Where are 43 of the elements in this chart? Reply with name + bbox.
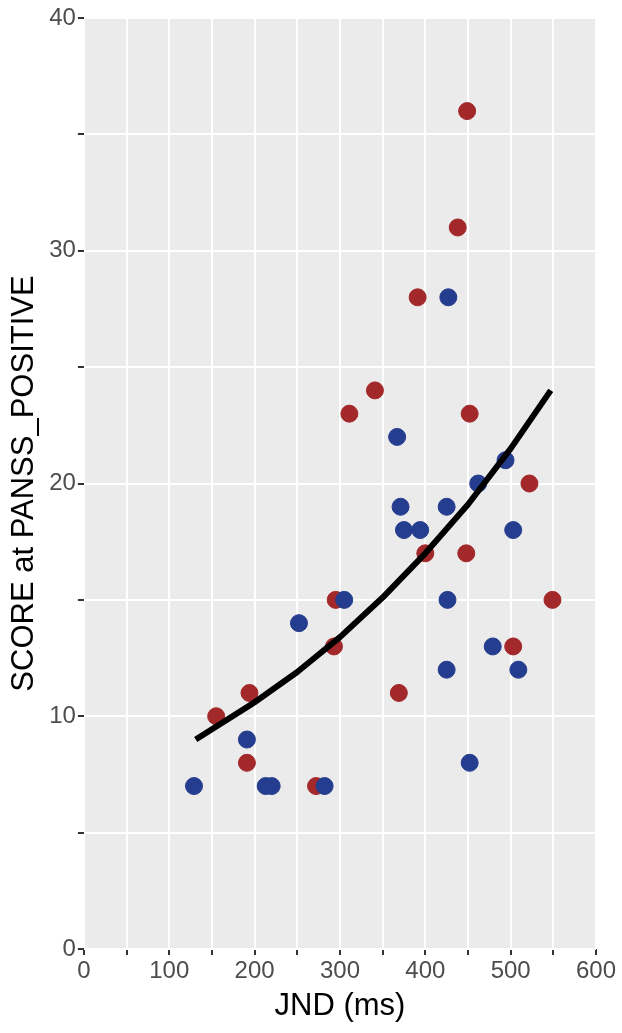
point <box>394 521 413 540</box>
point <box>388 427 407 446</box>
point <box>185 777 203 796</box>
point <box>237 753 256 772</box>
x-tick-label: 400 <box>405 956 446 984</box>
x-tick-label: 300 <box>319 956 360 984</box>
y-tick-label: 40 <box>49 2 76 30</box>
point <box>335 590 354 609</box>
point <box>437 497 456 516</box>
point <box>457 544 476 563</box>
point <box>437 660 456 679</box>
point <box>289 614 308 633</box>
x-tick-label: 500 <box>490 956 531 984</box>
point <box>460 404 479 423</box>
x-axis-title: JND (ms) <box>274 986 406 1022</box>
point <box>458 102 477 121</box>
x-tick-label: 100 <box>149 956 190 984</box>
point <box>408 288 427 307</box>
x-tick-label: 200 <box>234 956 275 984</box>
point <box>483 637 502 656</box>
y-tick-label: 30 <box>49 235 76 263</box>
point <box>448 218 467 237</box>
y-tick-label: 20 <box>49 468 76 496</box>
y-tick-label: 0 <box>62 933 76 961</box>
point <box>391 497 410 516</box>
point <box>509 660 528 679</box>
point <box>389 683 408 702</box>
y-axis-title: SCORE at PANSS_POSITIVE <box>5 275 41 692</box>
point <box>504 521 523 540</box>
point <box>237 730 256 749</box>
point <box>340 404 359 423</box>
point <box>240 683 259 702</box>
point <box>460 753 479 772</box>
point <box>543 590 562 609</box>
point <box>520 474 539 493</box>
point <box>315 777 334 796</box>
point <box>439 288 458 307</box>
x-tick-label: 600 <box>575 956 617 984</box>
point <box>504 637 523 656</box>
point <box>411 521 430 540</box>
y-tick-label: 10 <box>49 700 76 728</box>
point <box>438 590 457 609</box>
point <box>365 381 384 400</box>
